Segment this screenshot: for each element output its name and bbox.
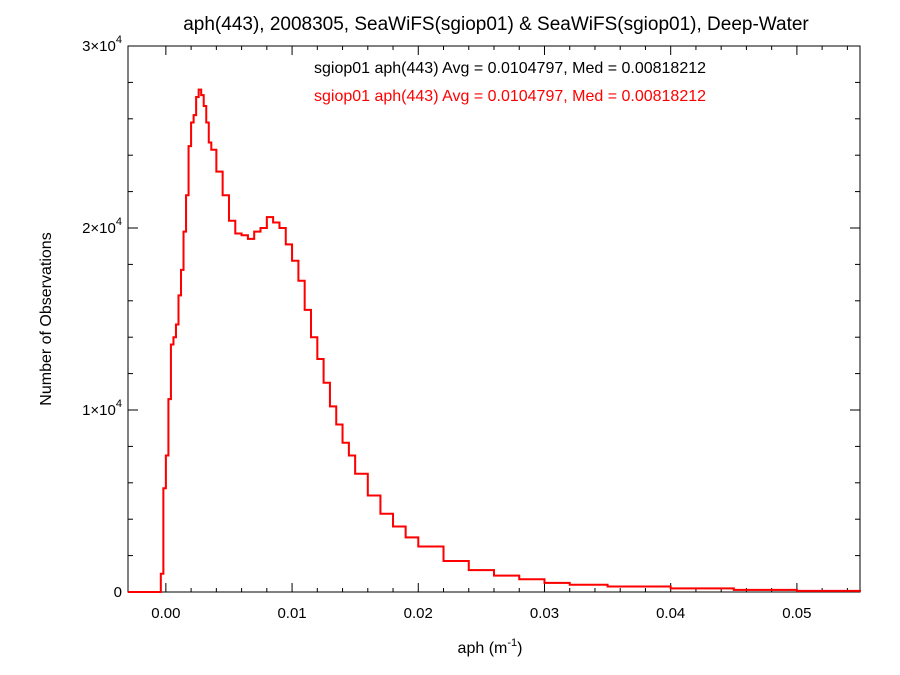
- x-axis-label-base: aph (m: [458, 640, 508, 657]
- chart-title: aph(443), 2008305, SeaWiFS(sgiop01) & Se…: [183, 14, 809, 35]
- y-tick-label: 3×104: [82, 34, 122, 55]
- histogram-series-black: [128, 88, 861, 593]
- y-tick-exponent: 4: [116, 398, 122, 410]
- y-tick-label: 2×104: [82, 216, 122, 237]
- y-tick-mantissa: 1×10: [82, 402, 116, 419]
- x-tick-label: 0.03: [530, 605, 559, 622]
- x-axis-label-superscript: -1: [507, 637, 517, 649]
- y-axis-label: Number of Observations: [38, 232, 55, 405]
- legend-entry-black: sgiop01 aph(443) Avg = 0.0104797, Med = …: [314, 60, 706, 77]
- x-tick-label: 0.01: [277, 605, 306, 622]
- y-tick-exponent: 4: [116, 216, 122, 228]
- series-layer: [128, 88, 861, 593]
- x-axis: 0.00 0.01 0.02 0.03 0.04 0.05: [151, 46, 848, 622]
- y-tick-mantissa: 3×10: [82, 38, 116, 55]
- plot-frame: [127, 45, 861, 593]
- legend-entry-red: sgiop01 aph(443) Avg = 0.0104797, Med = …: [314, 88, 706, 105]
- histogram-series-red: [128, 88, 861, 593]
- x-tick-label: 0.05: [782, 605, 811, 622]
- x-tick-label: 0.02: [404, 605, 433, 622]
- y-tick-exponent: 4: [116, 34, 122, 46]
- x-axis-label: aph (m-1): [458, 637, 523, 657]
- legend: sgiop01 aph(443) Avg = 0.0104797, Med = …: [314, 60, 706, 105]
- x-axis-label-end: ): [517, 640, 522, 657]
- x-tick-label: 0.00: [151, 605, 180, 622]
- x-tick-label: 0.04: [656, 605, 685, 622]
- y-tick-label: 0: [114, 584, 122, 601]
- y-tick-label: 1×104: [82, 398, 122, 419]
- y-tick-mantissa: 2×10: [82, 220, 116, 237]
